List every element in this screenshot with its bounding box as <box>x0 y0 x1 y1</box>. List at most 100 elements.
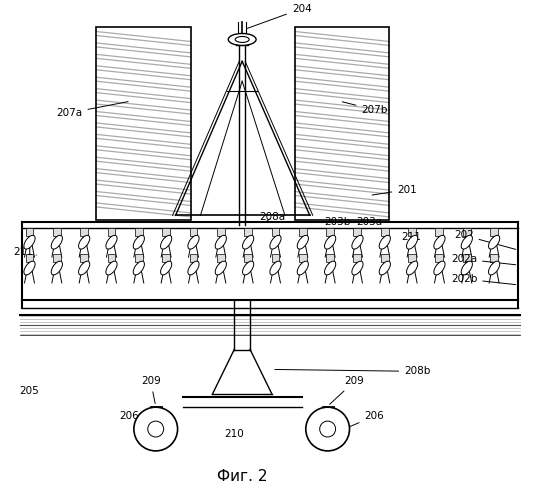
Ellipse shape <box>270 261 281 275</box>
Text: 205: 205 <box>20 386 39 396</box>
Ellipse shape <box>79 261 90 275</box>
Ellipse shape <box>161 261 172 275</box>
Text: 208a: 208a <box>259 212 285 222</box>
Bar <box>217 228 225 236</box>
Bar <box>162 254 170 262</box>
Ellipse shape <box>352 261 363 275</box>
Text: 201: 201 <box>372 184 417 195</box>
Bar <box>381 228 389 236</box>
Ellipse shape <box>188 261 199 275</box>
Ellipse shape <box>79 236 90 249</box>
Text: 211: 211 <box>401 232 421 245</box>
Bar <box>272 254 280 262</box>
Bar <box>217 254 225 262</box>
Ellipse shape <box>379 236 390 249</box>
Ellipse shape <box>379 261 390 275</box>
Ellipse shape <box>51 261 62 275</box>
Bar <box>135 254 143 262</box>
Bar <box>299 228 307 236</box>
Ellipse shape <box>106 236 117 249</box>
Bar <box>490 254 498 262</box>
Ellipse shape <box>215 236 226 249</box>
Ellipse shape <box>325 261 336 275</box>
Bar <box>435 228 444 236</box>
Text: 209: 209 <box>330 376 364 404</box>
Text: 207b: 207b <box>342 102 388 115</box>
Bar <box>80 254 88 262</box>
Bar <box>244 254 252 262</box>
Text: 203a: 203a <box>356 218 383 228</box>
Ellipse shape <box>270 236 281 249</box>
Ellipse shape <box>228 34 256 46</box>
Ellipse shape <box>24 261 35 275</box>
Ellipse shape <box>133 236 144 249</box>
Bar <box>408 228 416 236</box>
Text: Фиг. 2: Фиг. 2 <box>217 469 268 484</box>
Bar <box>490 228 498 236</box>
Ellipse shape <box>297 236 308 249</box>
Bar <box>26 228 34 236</box>
Bar <box>53 254 61 262</box>
Bar <box>244 228 252 236</box>
Ellipse shape <box>325 236 336 249</box>
Ellipse shape <box>106 261 117 275</box>
Text: 209: 209 <box>141 376 161 404</box>
Ellipse shape <box>461 236 472 249</box>
Bar <box>408 254 416 262</box>
Bar <box>190 254 198 262</box>
Ellipse shape <box>243 236 254 249</box>
Text: 206: 206 <box>342 411 384 430</box>
Circle shape <box>306 407 350 451</box>
Ellipse shape <box>407 236 418 249</box>
Bar <box>435 254 444 262</box>
Bar <box>353 254 362 262</box>
Bar <box>26 254 34 262</box>
Ellipse shape <box>461 261 472 275</box>
Text: 211: 211 <box>14 247 36 257</box>
Ellipse shape <box>215 261 226 275</box>
Ellipse shape <box>489 261 500 275</box>
Bar <box>108 254 116 262</box>
Bar <box>326 228 334 236</box>
Bar <box>190 228 198 236</box>
Circle shape <box>134 407 178 451</box>
Text: 207a: 207a <box>56 102 128 118</box>
Ellipse shape <box>243 261 254 275</box>
Bar <box>381 254 389 262</box>
Ellipse shape <box>133 261 144 275</box>
Circle shape <box>148 421 163 437</box>
Ellipse shape <box>235 36 249 43</box>
Ellipse shape <box>188 236 199 249</box>
Bar <box>135 228 143 236</box>
Bar <box>96 26 191 220</box>
Ellipse shape <box>489 236 500 249</box>
Ellipse shape <box>407 261 418 275</box>
Text: 208b: 208b <box>275 366 431 376</box>
Circle shape <box>320 421 336 437</box>
Text: 203b: 203b <box>325 218 351 228</box>
Text: 202a: 202a <box>451 254 516 265</box>
Bar <box>272 228 280 236</box>
Text: 206: 206 <box>119 411 144 429</box>
Ellipse shape <box>352 236 363 249</box>
Bar <box>162 228 170 236</box>
Text: 210: 210 <box>224 429 244 439</box>
Bar <box>463 254 471 262</box>
Ellipse shape <box>434 236 445 249</box>
Ellipse shape <box>297 261 308 275</box>
Ellipse shape <box>51 236 62 249</box>
Text: 202b: 202b <box>451 274 516 284</box>
Ellipse shape <box>24 236 35 249</box>
Bar <box>80 228 88 236</box>
Bar <box>295 26 389 220</box>
Bar <box>53 228 61 236</box>
Bar <box>108 228 116 236</box>
Bar <box>463 228 471 236</box>
Ellipse shape <box>161 236 172 249</box>
Bar <box>353 228 362 236</box>
Text: 202: 202 <box>454 230 516 250</box>
Text: 204: 204 <box>247 4 312 28</box>
Ellipse shape <box>434 261 445 275</box>
Bar <box>326 254 334 262</box>
Bar <box>299 254 307 262</box>
